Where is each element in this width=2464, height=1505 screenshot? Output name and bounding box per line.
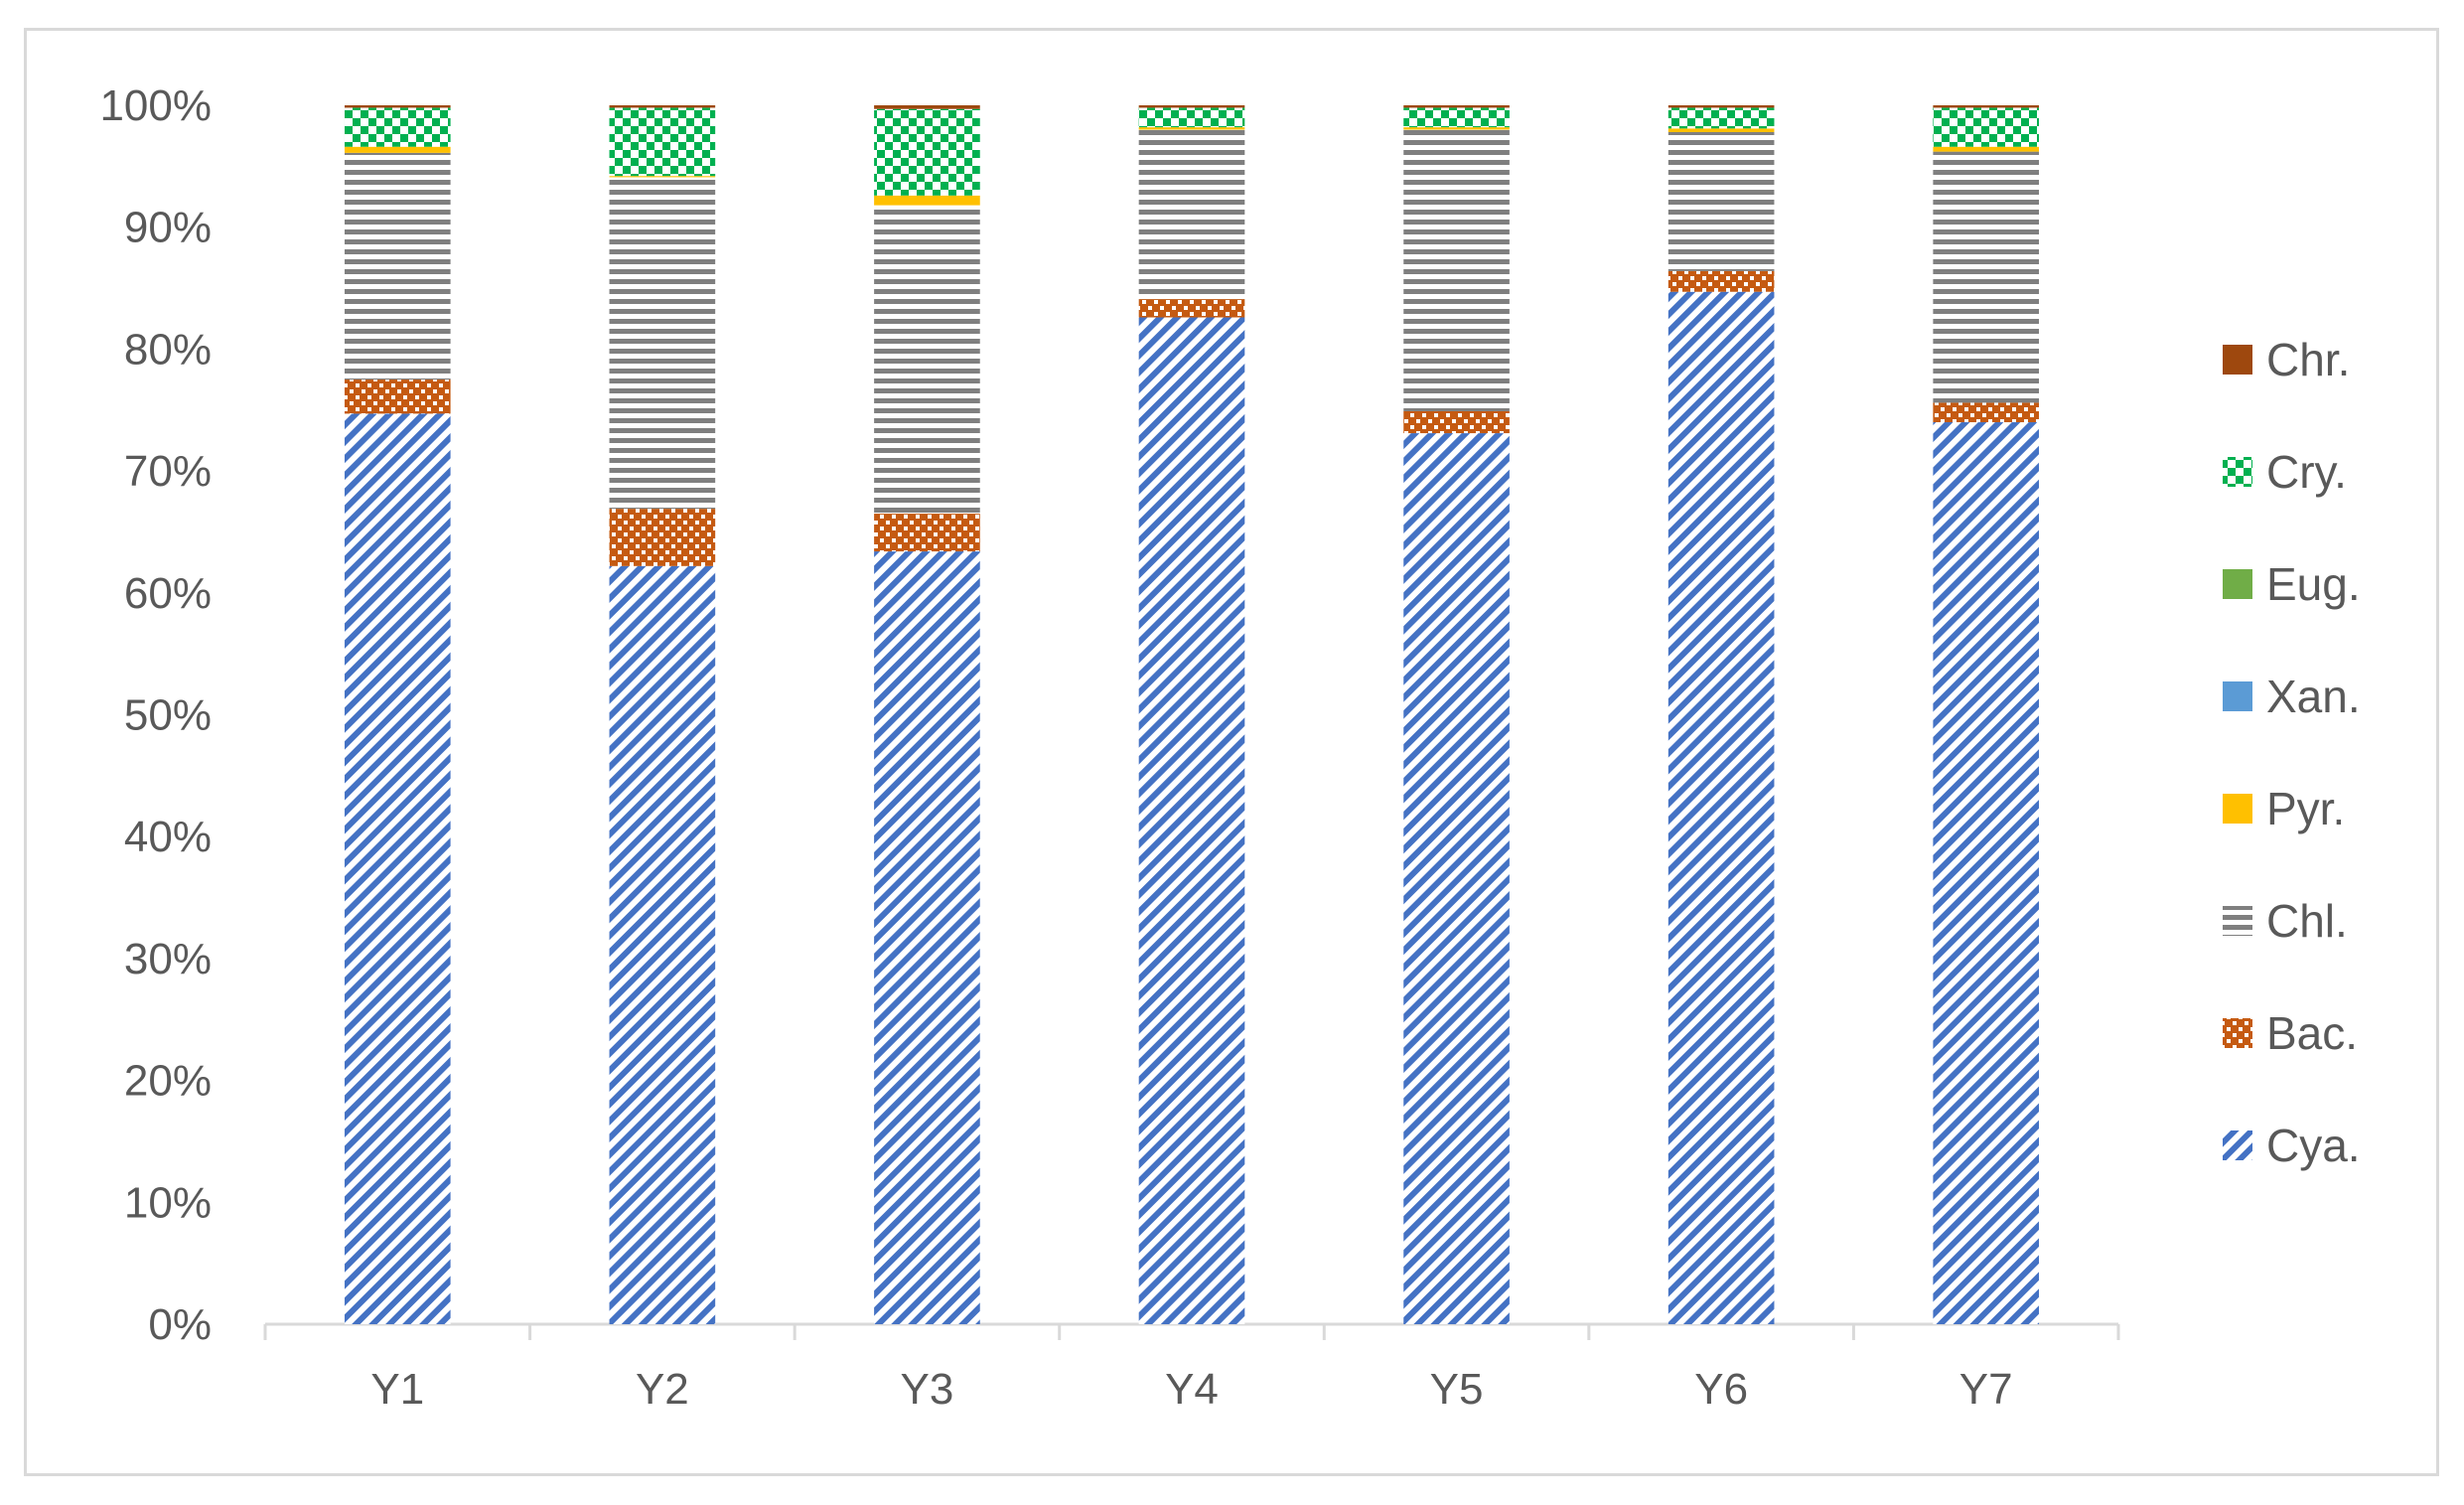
legend-label: Pyr. (2266, 783, 2345, 834)
bar-segment-cya-y3 (874, 551, 980, 1324)
bar-segment-cry-y6 (1667, 107, 1775, 129)
y-tick-label: 100% (99, 81, 212, 130)
legend-swatch (2223, 681, 2252, 711)
stacked-bar-chart: 0% 10% 20% 30% 40% 50% 60% 70% 80% 90% 100% Y1 Y2 Y3 Y… (99, 81, 2361, 1414)
legend-label: Chr. (2266, 334, 2350, 385)
bar-segment-chl-y3 (874, 205, 980, 515)
bar-segment-chr-y5 (1403, 105, 1510, 108)
legend-item: Pyr. (2223, 783, 2345, 834)
bar-segment-chl-y2 (609, 177, 716, 510)
chart-frame: 0% 10% 20% 30% 40% 50% 60% 70% 80% 90% 100% Y1 Y2 Y3 Y… (24, 28, 2439, 1476)
bar-segment-chl-y7 (1933, 151, 2040, 403)
bar-segment-chl-y6 (1667, 131, 1775, 271)
y-tick-label: 40% (124, 813, 212, 861)
bar-segment-cya-y2 (609, 565, 716, 1324)
bar-segment-chl-y4 (1138, 129, 1245, 300)
legend-swatch (2223, 1130, 2252, 1160)
bar-segment-chr-y6 (1667, 105, 1775, 108)
x-tick-label: Y7 (1959, 1365, 2013, 1414)
bar-segment-chr-y7 (1933, 105, 2040, 108)
bar-segment-cry-y4 (1138, 107, 1245, 128)
legend-swatch (2223, 1018, 2252, 1048)
bar-segment-cry-y1 (344, 107, 451, 147)
legend: Chr. Cry. Eug. Xan. Pyr. Chl. Bac. Cya. (2223, 334, 2361, 1171)
bar-segment-pyr-y1 (344, 146, 451, 153)
bar-segment-bac-y3 (874, 514, 980, 552)
bar-segment-bac-y1 (344, 379, 451, 414)
bar-segment-cry-y5 (1403, 107, 1510, 128)
y-tick-label: 10% (124, 1178, 212, 1227)
legend-swatch (2223, 457, 2252, 487)
bar-segment-pyr-y5 (1403, 127, 1510, 130)
legend-item: Bac. (2223, 1007, 2358, 1059)
y-tick-label: 20% (124, 1057, 212, 1106)
bar-segment-cry-y2 (609, 107, 716, 177)
legend-item: Eug. (2223, 558, 2361, 610)
legend-item: Xan. (2223, 671, 2361, 722)
bar-segment-bac-y6 (1667, 270, 1775, 292)
bars-layer (344, 105, 2040, 1325)
x-tick-label: Y2 (636, 1365, 689, 1414)
legend-item: Cry. (2223, 446, 2347, 498)
bar-segment-chl-y5 (1403, 129, 1510, 411)
y-tick-label: 80% (124, 325, 212, 374)
legend-swatch (2223, 794, 2252, 824)
bar-segment-chl-y1 (344, 152, 451, 380)
x-tick-label: Y3 (901, 1365, 954, 1414)
legend-item: Cya. (2223, 1120, 2361, 1171)
y-tick-label: 30% (124, 935, 212, 983)
bar-segment-cry-y7 (1933, 107, 2040, 147)
x-tick-label: Y1 (370, 1365, 424, 1414)
legend-label: Xan. (2266, 671, 2361, 722)
bar-segment-chr-y3 (874, 105, 980, 109)
bar-segment-pyr-y4 (1138, 127, 1245, 130)
legend-label: Cya. (2266, 1120, 2361, 1171)
y-tick-label: 60% (124, 569, 212, 618)
bar-segment-chr-y4 (1138, 105, 1245, 108)
bar-segment-bac-y5 (1403, 410, 1510, 434)
x-tick-label: Y6 (1694, 1365, 1748, 1414)
bar-segment-bac-y2 (609, 509, 716, 566)
bar-segment-chr-y1 (344, 105, 451, 108)
legend-label: Bac. (2266, 1007, 2358, 1059)
bar-segment-pyr-y3 (874, 195, 980, 206)
bar-segment-cya-y5 (1403, 433, 1510, 1324)
bar-segment-cry-y3 (874, 108, 980, 196)
y-tick-label: 70% (124, 447, 212, 496)
legend-item: Chl. (2223, 895, 2348, 947)
bar-segment-cya-y6 (1667, 291, 1775, 1325)
legend-swatch (2223, 906, 2252, 936)
legend-label: Eug. (2266, 558, 2361, 610)
bar-segment-cya-y4 (1138, 317, 1245, 1324)
legend-item: Chr. (2223, 334, 2350, 385)
y-tick-label: 0% (148, 1300, 212, 1349)
legend-swatch (2223, 569, 2252, 599)
bar-segment-pyr-y6 (1667, 128, 1775, 132)
x-tick-label: Y5 (1430, 1365, 1484, 1414)
legend-swatch (2223, 345, 2252, 375)
bar-segment-cya-y1 (344, 413, 451, 1324)
x-tick-label: Y4 (1165, 1365, 1219, 1414)
bar-segment-cya-y7 (1933, 422, 2040, 1324)
bar-segment-chr-y2 (609, 105, 716, 108)
y-tick-label: 50% (124, 691, 212, 740)
legend-label: Cry. (2266, 446, 2347, 498)
bar-segment-bac-y7 (1933, 402, 2040, 423)
legend-label: Chl. (2266, 895, 2348, 947)
y-tick-label: 90% (124, 204, 212, 252)
bar-segment-bac-y4 (1138, 299, 1245, 318)
bar-segment-pyr-y7 (1933, 146, 2040, 152)
bar-segment-pyr-y2 (609, 176, 716, 178)
